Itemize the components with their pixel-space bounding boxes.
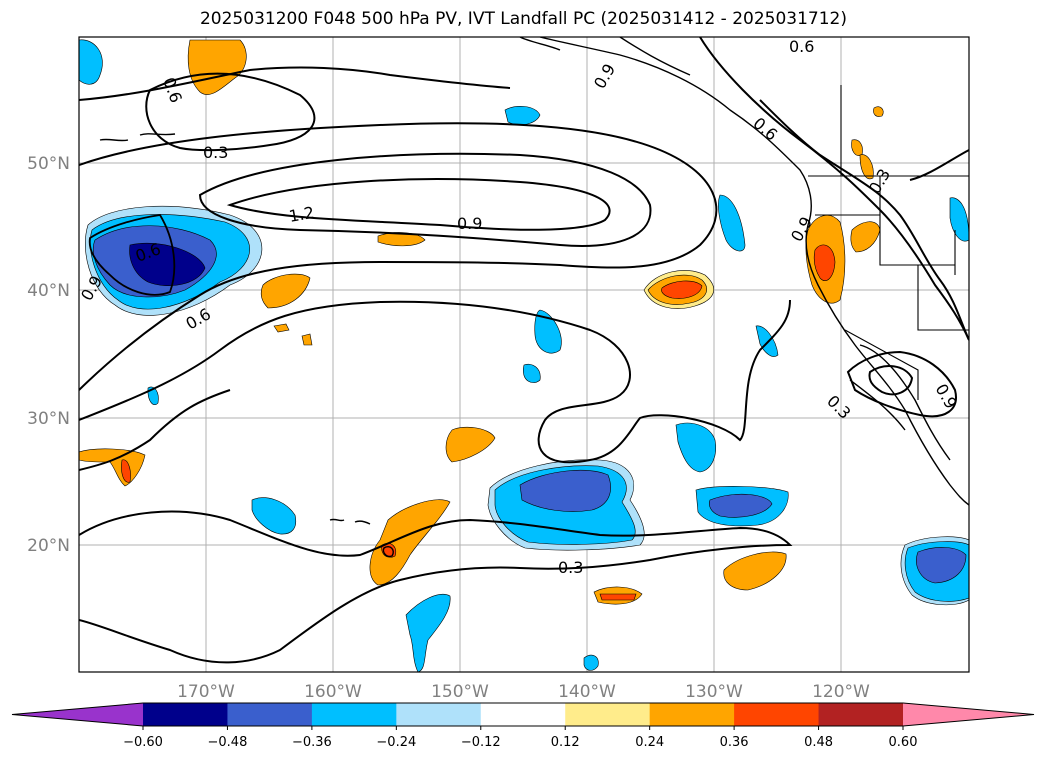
lon-tick-label: 140°W [558,682,616,702]
contour-label: 0.3 [203,143,228,162]
colorbar-segment [734,703,820,726]
colorbar-tick-label: 0.24 [635,735,664,750]
colorbar-tick-label: −0.12 [461,735,501,750]
pv-contours [79,37,969,664]
contour-label: 0.9 [457,214,482,233]
contour-label: 0.6 [789,37,814,56]
anomaly-shading [79,39,969,672]
colorbar-segment [649,703,735,726]
lon-tick-label: 170°W [177,682,235,702]
lat-tick-label: 30°N [27,409,70,429]
colorbar-segment [818,703,904,726]
colorbar: −0.60 −0.48 −0.36 −0.24 −0.12 0.12 0.24 0.36 0.4… [11,702,1035,750]
map-frame [78,36,970,673]
lat-tick-label: 20°N [27,536,70,556]
colorbar-tick-label: 0.36 [720,735,749,750]
colorbar-segment [480,703,566,726]
colorbar-tick-label: −0.24 [376,735,416,750]
lon-tick-label: 130°W [685,682,743,702]
lat-axis-labels: 50°N 40°N 30°N 20°N [27,154,70,556]
lon-tick-label: 160°W [304,682,362,702]
lat-tick-label: 40°N [27,281,70,301]
contour-label: 0.3 [558,558,583,577]
colorbar-segment [227,703,313,726]
colorbar-tick-label: 0.48 [804,735,833,750]
colorbar-tick-label: 0.60 [889,735,918,750]
colorbar-tick-label: 0.12 [551,735,580,750]
contour-label: 1.2 [287,203,315,226]
colorbar-tick-label: −0.48 [208,735,248,750]
colorbar-extend-high [903,703,1034,726]
colorbar-tick-label: −0.36 [292,735,332,750]
state-borders [808,85,969,400]
colorbar-segment [565,703,651,726]
lon-tick-label: 150°W [431,682,489,702]
lon-tick-label: 120°W [812,682,870,702]
colorbar-segment [311,703,397,726]
map-area: 0.6 0.9 0.6 0.3 1.2 0.9 0.6 0.6 0.9 0.6 … [79,37,969,672]
colorbar-extend-low [12,703,143,726]
colorbar-segment [396,703,482,726]
map-title: 2025031200 F048 500 hPa PV, IVT Landfall… [199,9,847,29]
colorbar-segment [143,703,228,726]
lon-axis-labels: 170°W 160°W 150°W 140°W 130°W 120°W [177,682,870,702]
lat-tick-label: 50°N [27,154,70,174]
colorbar-tick-label: −0.60 [123,735,163,750]
